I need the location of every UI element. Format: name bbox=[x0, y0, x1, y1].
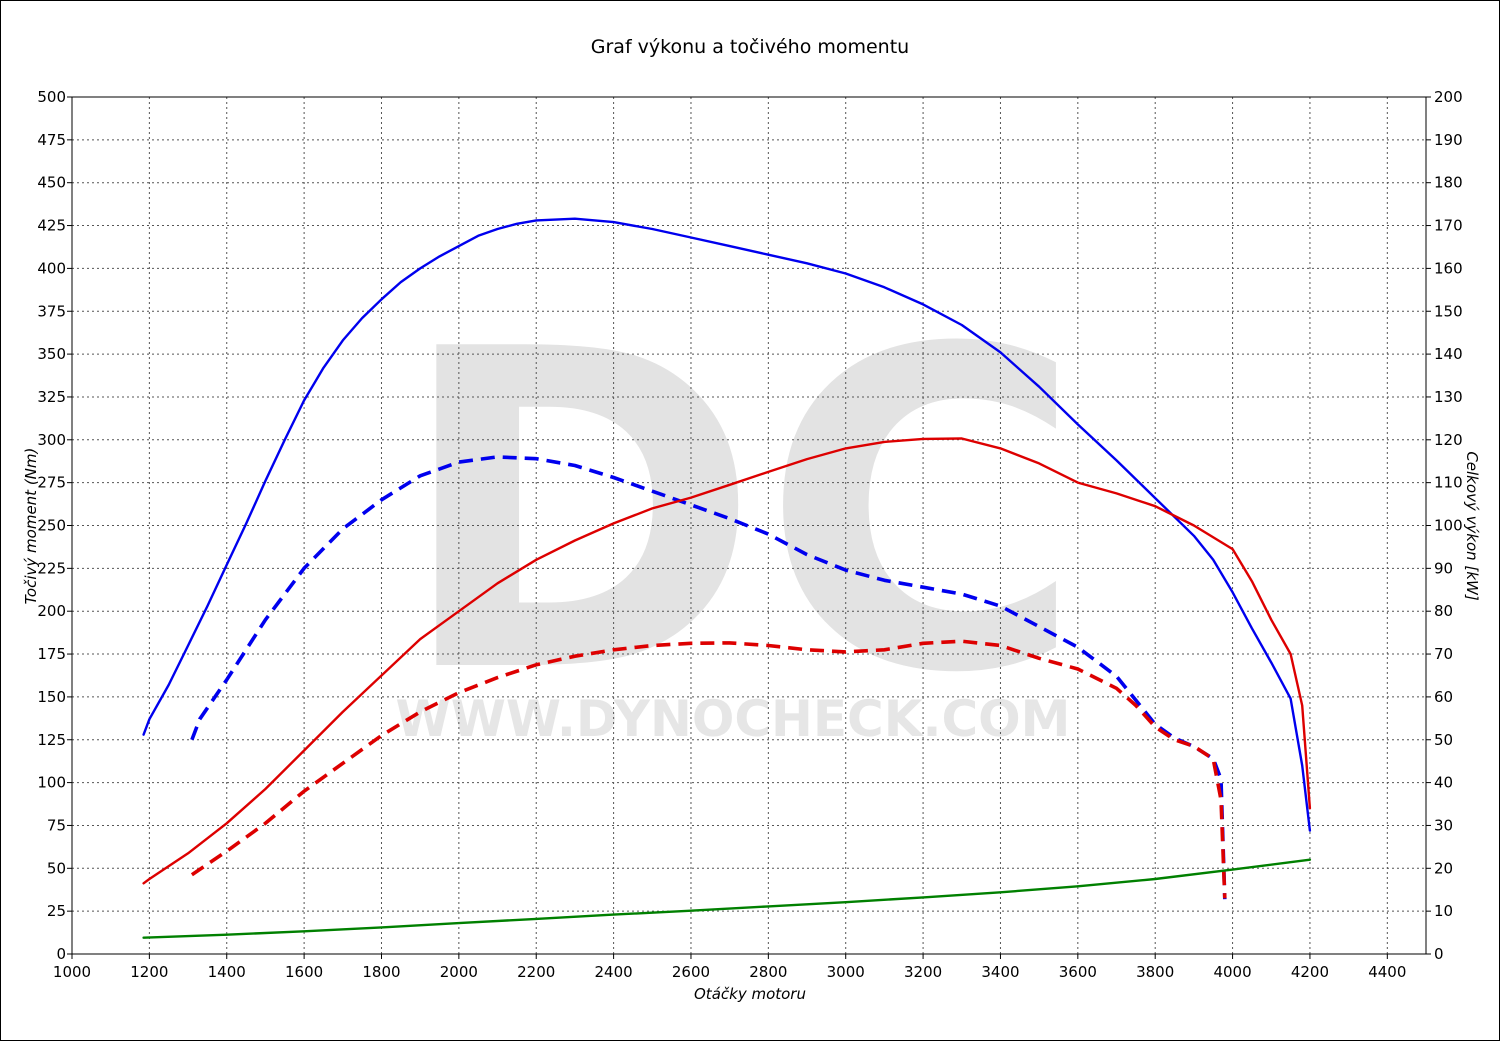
y-right-tick-label: 40 bbox=[1434, 774, 1453, 792]
axes: 1000 1200 1400 1600 1800 2000 2200 2400 2600 2800… bbox=[37, 88, 1462, 981]
y-right-tick-label: 60 bbox=[1434, 688, 1453, 706]
x-tick-label: 3800 bbox=[1136, 963, 1174, 981]
y-right-tick-label: 170 bbox=[1434, 217, 1463, 235]
y-right-tick-label: 100 bbox=[1434, 517, 1463, 535]
grid bbox=[72, 97, 1426, 954]
x-tick-label: 3200 bbox=[904, 963, 942, 981]
y-right-tick-label: 10 bbox=[1434, 902, 1453, 920]
y-left-tick-label: 350 bbox=[37, 345, 66, 363]
x-tick-label: 2200 bbox=[517, 963, 555, 981]
y-right-tick-label: 50 bbox=[1434, 731, 1453, 749]
y-right-tick-label: 120 bbox=[1434, 431, 1463, 449]
y-left-tick-label: 425 bbox=[37, 217, 66, 235]
y-left-tick-label: 200 bbox=[37, 602, 66, 620]
y-right-tick-label: 160 bbox=[1434, 259, 1463, 277]
x-tick-label: 2000 bbox=[440, 963, 478, 981]
y-left-tick-label: 325 bbox=[37, 388, 66, 406]
y-right-tick-label: 190 bbox=[1434, 131, 1463, 149]
y-right-tick-label: 90 bbox=[1434, 559, 1453, 577]
x-tick-label: 2600 bbox=[672, 963, 710, 981]
watermark-url: WWW.DYNOCHECK.COM bbox=[396, 690, 1071, 748]
x-tick-label: 1600 bbox=[285, 963, 323, 981]
y-right-tick-label: 20 bbox=[1434, 859, 1453, 877]
y-left-tick-label: 400 bbox=[37, 259, 66, 277]
x-tick-label: 3000 bbox=[827, 963, 865, 981]
x-tick-label: 3600 bbox=[1059, 963, 1097, 981]
x-tick-label: 2800 bbox=[749, 963, 787, 981]
y-left-tick-label: 75 bbox=[47, 816, 66, 834]
x-tick-label: 1800 bbox=[362, 963, 400, 981]
y-right-tick-label: 70 bbox=[1434, 645, 1453, 663]
x-tick-label: 1200 bbox=[130, 963, 168, 981]
y-left-tick-label: 125 bbox=[37, 731, 66, 749]
y-left-tick-label: 250 bbox=[37, 517, 66, 535]
y-left-tick-label: 100 bbox=[37, 774, 66, 792]
y-right-tick-label: 130 bbox=[1434, 388, 1463, 406]
y-right-tick-label: 180 bbox=[1434, 174, 1463, 192]
power-tuned-line bbox=[142, 437, 1312, 885]
y-right-tick-label: 140 bbox=[1434, 345, 1463, 363]
x-tick-label: 1000 bbox=[53, 963, 91, 981]
chart-title: Graf výkonu a točivého momentu bbox=[591, 36, 909, 58]
x-axis-label: Otáčky motoru bbox=[694, 985, 806, 1003]
y-left-tick-label: 275 bbox=[37, 474, 66, 492]
loss-line bbox=[142, 858, 1312, 939]
watermark: DC WWW.DYNOCHECK.COM bbox=[396, 257, 1085, 769]
y-right-tick-label: 0 bbox=[1434, 945, 1444, 963]
y-left-tick-label: 150 bbox=[37, 688, 66, 706]
y-axis-label-right: Celkový výkon [kW] bbox=[1463, 451, 1481, 601]
y-right-tick-label: 150 bbox=[1434, 302, 1463, 320]
y-right-tick-label: 200 bbox=[1434, 88, 1463, 106]
y-axis-label-left: Točivý moment (Nm) bbox=[22, 448, 40, 605]
x-tick-label: 1400 bbox=[208, 963, 246, 981]
series-group bbox=[142, 217, 1312, 939]
x-tick-label: 4000 bbox=[1213, 963, 1251, 981]
y-left-tick-label: 375 bbox=[37, 302, 66, 320]
y-right-tick-label: 30 bbox=[1434, 816, 1453, 834]
y-left-tick-label: 225 bbox=[37, 559, 66, 577]
x-tick-label: 4200 bbox=[1291, 963, 1329, 981]
y-left-tick-label: 500 bbox=[37, 88, 66, 106]
x-tick-label: 2400 bbox=[595, 963, 633, 981]
x-tick-label: 3400 bbox=[981, 963, 1019, 981]
power-stock-line bbox=[190, 639, 1227, 899]
y-left-tick-label: 0 bbox=[56, 945, 66, 963]
y-right-tick-label: 80 bbox=[1434, 602, 1453, 620]
y-left-tick-label: 25 bbox=[47, 902, 66, 920]
y-left-tick-label: 50 bbox=[47, 859, 66, 877]
y-left-tick-label: 475 bbox=[37, 131, 66, 149]
y-left-tick-label: 450 bbox=[37, 174, 66, 192]
x-tick-label: 4400 bbox=[1368, 963, 1406, 981]
y-left-tick-label: 175 bbox=[37, 645, 66, 663]
torque-stock-line bbox=[190, 455, 1227, 900]
y-right-tick-label: 110 bbox=[1434, 474, 1463, 492]
watermark-logo: DC bbox=[396, 257, 1084, 769]
y-left-tick-label: 300 bbox=[37, 431, 66, 449]
